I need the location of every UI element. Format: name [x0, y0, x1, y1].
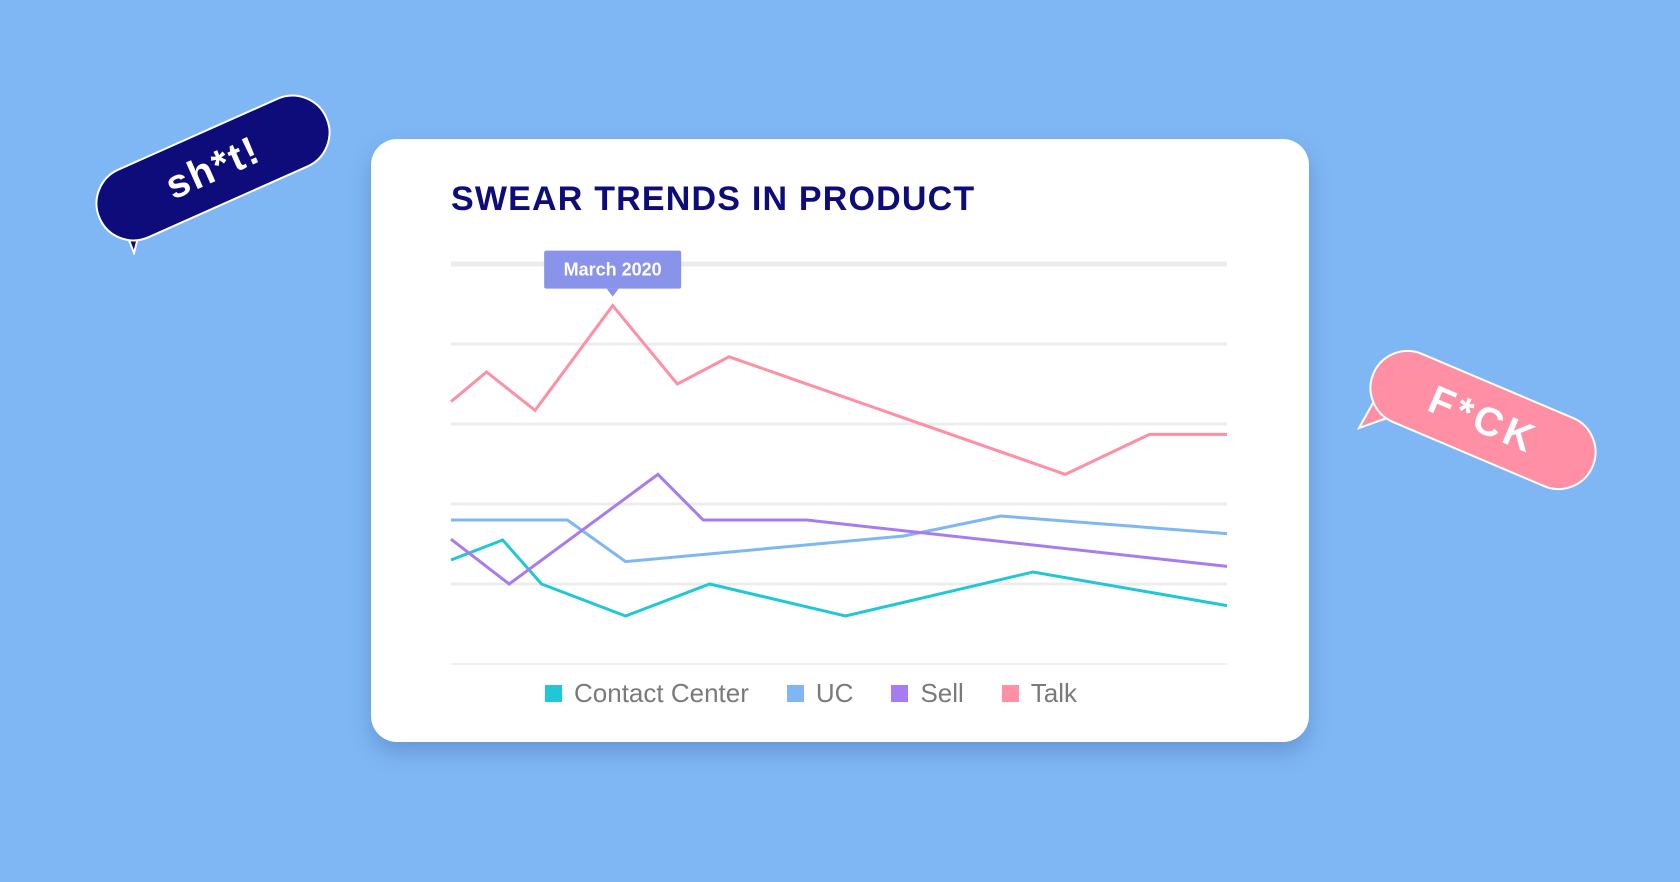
legend-swatch	[1001, 685, 1019, 702]
series-line-contact-center	[450, 538, 1228, 618]
legend-swatch	[891, 685, 909, 702]
legend-label: UC	[815, 678, 854, 708]
series-lines	[450, 303, 1228, 618]
series-line-uc	[451, 514, 1228, 564]
series-line-sell	[450, 472, 1228, 586]
tooltip: March 2020	[544, 250, 682, 297]
legend-item-sell: Sell	[891, 678, 964, 709]
tooltip-pointer	[606, 288, 619, 297]
legend-label: Contact Center	[574, 678, 749, 708]
chart-legend: Contact Center UC Sell Talk	[545, 678, 1115, 709]
legend-label: Sell	[920, 678, 964, 708]
legend-item-talk: Talk	[1001, 678, 1078, 709]
legend-item-uc: UC	[786, 678, 854, 709]
series-line-talk	[450, 303, 1227, 477]
grid-lines	[451, 261, 1227, 665]
tooltip-box	[544, 250, 682, 289]
legend-item-contact-center: Contact Center	[545, 678, 749, 709]
chart-card	[371, 139, 1309, 742]
legend-swatch	[545, 685, 562, 702]
tooltip-label: March 2020	[564, 260, 662, 280]
chart-title: SWEAR TRENDS IN PRODUCT	[451, 180, 976, 218]
legend-swatch	[786, 685, 804, 702]
legend-label: Talk	[1030, 678, 1078, 708]
